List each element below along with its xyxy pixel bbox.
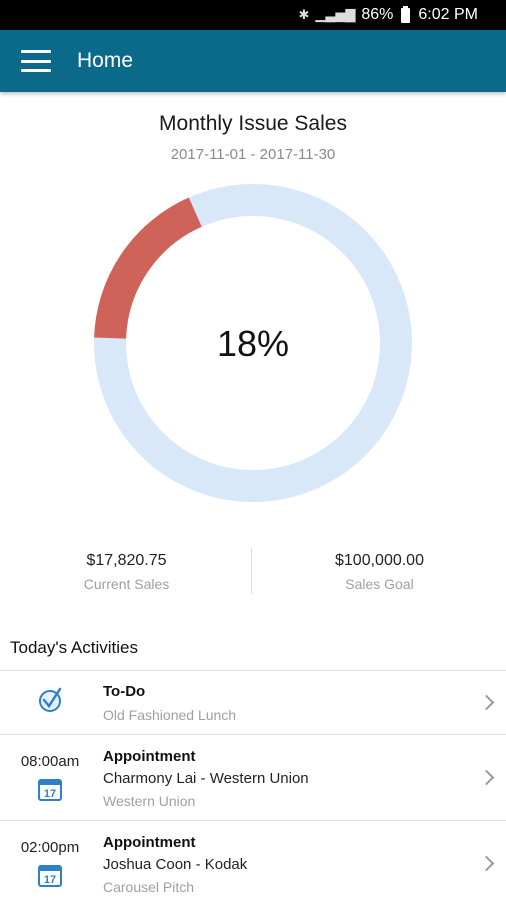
sales-goal-stat: $100,000.00 Sales Goal — [253, 546, 506, 596]
chevron-right-icon — [478, 769, 495, 786]
chevron-right-icon — [478, 694, 495, 711]
sales-goal-value: $100,000.00 — [335, 552, 424, 569]
calendar-icon: 17 — [38, 777, 62, 806]
activity-subtitle: Old Fashioned Lunch — [103, 707, 237, 723]
sales-goal-label: Sales Goal — [345, 576, 414, 592]
activities-list: To-Do Old Fashioned Lunch 08:00am 17 App… — [0, 670, 506, 900]
chevron-right-icon — [478, 855, 495, 872]
activities-heading: Today's Activities — [10, 638, 138, 657]
calendar-icon: 17 — [38, 863, 62, 892]
activity-time: 02:00pm — [20, 839, 80, 856]
status-bar: ✱ ▁▃▅▇ 86% 6:02 PM — [0, 0, 506, 30]
activity-row-appointment[interactable]: 08:00am 17 Appointment Charmony Lai - We… — [0, 734, 506, 820]
activity-name: Joshua Coon - Kodak — [103, 856, 248, 873]
current-sales-label: Current Sales — [83, 576, 170, 592]
donut-chart[interactable]: 18% — [88, 178, 418, 508]
current-sales-stat: $17,820.75 Current Sales — [0, 546, 253, 596]
activity-row-appointment[interactable]: 02:00pm 17 Appointment Joshua Coon - Kod… — [0, 820, 506, 900]
chart-title: Monthly Issue Sales — [159, 112, 347, 135]
current-sales-value: $17,820.75 — [86, 552, 167, 569]
svg-text:17: 17 — [44, 788, 56, 800]
chart-date-range: 2017-11-01 - 2017-11-30 — [170, 146, 336, 163]
bluetooth-icon: ✱ — [298, 7, 310, 22]
activity-row-todo[interactable]: To-Do Old Fashioned Lunch — [0, 670, 506, 734]
sales-stats: $17,820.75 Current Sales $100,000.00 Sal… — [0, 546, 506, 596]
svg-text:17: 17 — [44, 874, 56, 886]
activity-type: Appointment — [103, 748, 196, 765]
activity-time: 08:00am — [20, 753, 80, 770]
battery-percent: 86% — [361, 6, 394, 23]
activity-type: To-Do — [103, 683, 146, 700]
hamburger-menu-icon[interactable] — [21, 50, 51, 72]
clock: 6:02 PM — [418, 6, 478, 23]
activity-subtitle: Carousel Pitch — [103, 879, 195, 895]
checkbox-icon — [38, 685, 64, 718]
battery-icon — [401, 5, 411, 23]
stats-divider — [251, 548, 252, 594]
donut-slice-remaining[interactable] — [94, 184, 412, 502]
activity-type: Appointment — [103, 834, 196, 851]
activity-subtitle: Western Union — [103, 793, 196, 809]
activity-name: Charmony Lai - Western Union — [103, 770, 309, 787]
page-title: Home — [77, 49, 134, 72]
signal-icon: ▁▃▅▇ — [315, 7, 356, 22]
app-bar: Home — [0, 30, 506, 92]
donut-center-percent: 18% — [217, 323, 289, 364]
donut-slice-current-sales[interactable] — [93, 183, 412, 502]
